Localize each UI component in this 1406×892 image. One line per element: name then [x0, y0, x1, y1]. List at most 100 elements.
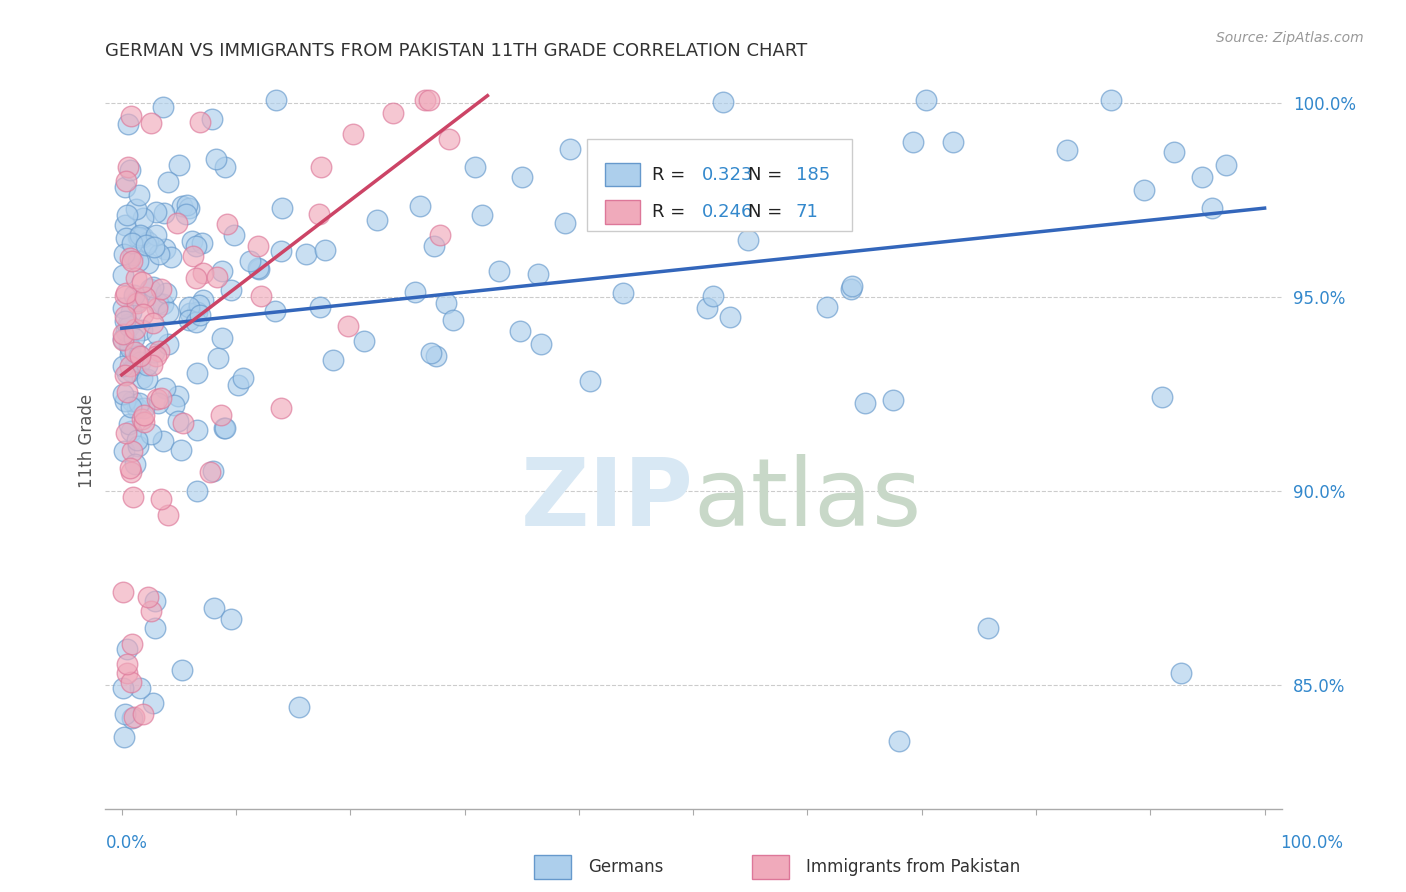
Point [134, 408, 156, 422]
Point [142, 696, 165, 710]
Point [120, 305, 142, 319]
Point [314, 243, 336, 257]
Point [167, 158, 190, 172]
Point [111, 359, 134, 373]
FancyBboxPatch shape [588, 139, 852, 231]
Point [270, 401, 292, 415]
Point [136, 372, 159, 386]
Point [152, 297, 174, 311]
Point [114, 314, 136, 328]
Point [711, 95, 734, 109]
Point [120, 424, 142, 438]
Point [160, 250, 183, 264]
Point [152, 206, 174, 220]
Point [115, 230, 138, 244]
Point [136, 256, 159, 270]
Point [558, 142, 581, 156]
Point [120, 400, 142, 414]
Point [1201, 201, 1223, 215]
Point [131, 211, 153, 225]
Point [179, 201, 201, 215]
Point [207, 351, 229, 365]
Point [212, 421, 235, 435]
Point [246, 261, 269, 276]
Point [322, 352, 344, 367]
Point [134, 290, 156, 304]
Point [271, 201, 294, 215]
Point [201, 112, 224, 126]
Point [425, 349, 447, 363]
Point [120, 341, 142, 355]
Point [136, 359, 159, 373]
Point [131, 275, 153, 289]
Point [114, 218, 136, 232]
Point [422, 239, 444, 253]
Text: 0.0%: 0.0% [105, 834, 148, 852]
Point [124, 458, 146, 472]
Point [342, 127, 364, 141]
Point [702, 289, 724, 303]
Point [250, 289, 273, 303]
Point [114, 368, 136, 382]
Point [114, 443, 136, 458]
Text: Immigrants from Pakistan: Immigrants from Pakistan [806, 858, 1019, 876]
Point [696, 301, 718, 316]
Point [193, 293, 215, 308]
Point [118, 338, 141, 352]
Point [439, 131, 461, 145]
Text: GERMAN VS IMMIGRANTS FROM PAKISTAN 11TH GRADE CORRELATION CHART: GERMAN VS IMMIGRANTS FROM PAKISTAN 11TH … [104, 42, 807, 60]
FancyBboxPatch shape [605, 200, 640, 224]
Point [488, 264, 510, 278]
Point [115, 426, 138, 441]
Point [167, 389, 190, 403]
Point [141, 358, 163, 372]
Point [1191, 170, 1213, 185]
Point [115, 641, 138, 656]
Point [131, 322, 153, 336]
Point [156, 336, 179, 351]
Point [142, 280, 165, 294]
Text: 0.323: 0.323 [702, 166, 752, 184]
Point [179, 313, 201, 327]
Point [153, 381, 176, 395]
Point [127, 254, 149, 268]
Point [114, 288, 136, 302]
Point [184, 271, 207, 285]
Point [118, 348, 141, 362]
Point [188, 115, 211, 129]
Text: ZIP: ZIP [520, 454, 693, 546]
Point [111, 326, 134, 341]
Point [239, 254, 262, 268]
Point [211, 331, 233, 345]
Point [193, 266, 215, 280]
Point [1170, 666, 1192, 681]
Point [839, 282, 862, 296]
Point [152, 434, 174, 448]
Point [139, 426, 162, 441]
FancyBboxPatch shape [605, 163, 640, 186]
Point [146, 396, 169, 410]
Point [128, 348, 150, 362]
Point [153, 242, 176, 256]
Point [1099, 93, 1122, 107]
Point [125, 202, 148, 216]
Point [141, 115, 163, 129]
Point [202, 601, 225, 615]
Point [512, 169, 534, 184]
Point [122, 331, 145, 345]
Point [204, 152, 226, 166]
Point [118, 163, 141, 178]
Point [381, 105, 404, 120]
Text: R =: R = [652, 166, 690, 184]
Point [117, 160, 139, 174]
Point [129, 355, 152, 369]
Point [214, 160, 236, 174]
Point [114, 309, 136, 323]
Point [143, 240, 166, 254]
Text: 0.246: 0.246 [702, 202, 752, 221]
Y-axis label: 11th Grade: 11th Grade [79, 393, 96, 488]
Point [188, 308, 211, 322]
Point [111, 334, 134, 348]
Point [121, 394, 143, 409]
Point [157, 305, 180, 319]
